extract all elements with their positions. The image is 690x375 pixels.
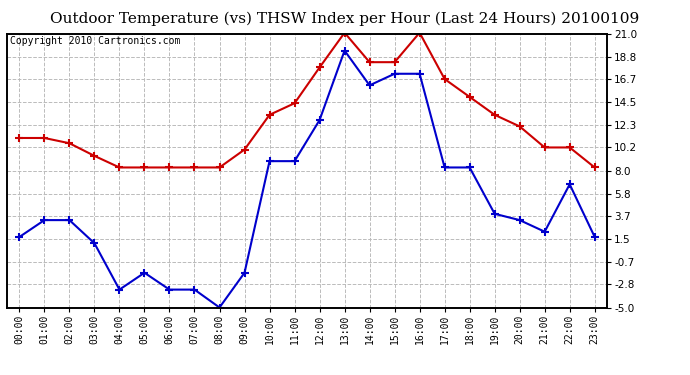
Text: Copyright 2010 Cartronics.com: Copyright 2010 Cartronics.com [10,36,180,46]
Text: Outdoor Temperature (vs) THSW Index per Hour (Last 24 Hours) 20100109: Outdoor Temperature (vs) THSW Index per … [50,11,640,26]
